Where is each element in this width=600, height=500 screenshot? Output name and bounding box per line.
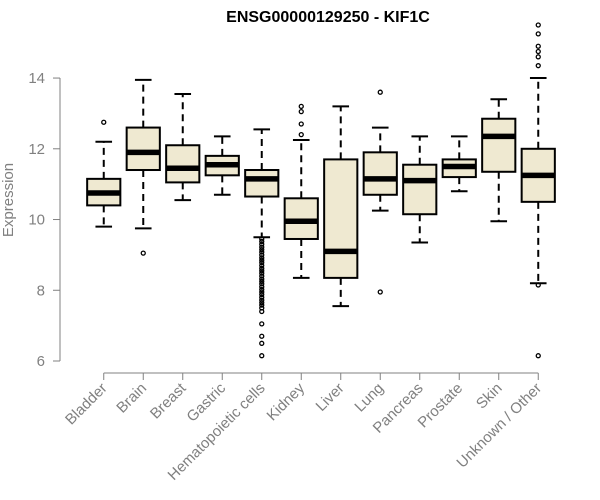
box-rect — [125, 126, 161, 172]
box-gastric — [204, 135, 240, 196]
outlier-point — [259, 276, 265, 282]
boxes-group — [86, 22, 556, 359]
outlier-point — [259, 286, 265, 293]
outlier-point — [259, 291, 265, 298]
outlier-point — [259, 238, 265, 245]
outlier-point — [535, 54, 541, 60]
box-breast — [165, 92, 201, 202]
box-skin — [481, 98, 517, 223]
x-tick-label: Breast — [147, 379, 190, 422]
outlier-point — [377, 89, 383, 95]
outlier-point — [259, 255, 265, 261]
box-unknown-other — [520, 22, 556, 359]
outlier-point — [298, 121, 304, 127]
box-brain — [125, 78, 161, 256]
outlier-point — [259, 302, 265, 308]
box-rect — [165, 144, 201, 184]
y-axis-label: Expression — [0, 163, 17, 237]
outlier-point — [259, 260, 265, 266]
box-rect — [402, 163, 438, 216]
box-bladder — [86, 119, 122, 228]
outlier-point — [535, 282, 541, 288]
outlier-point — [259, 278, 265, 285]
outlier-point — [259, 268, 265, 274]
outlier-point — [101, 119, 107, 125]
outlier-point — [535, 31, 541, 37]
x-tick-label: Lung — [351, 380, 387, 416]
outlier-point — [259, 321, 265, 327]
outlier-point — [259, 257, 265, 263]
outlier-point — [535, 63, 541, 69]
box-rect — [362, 151, 398, 196]
outlier-point — [377, 289, 383, 295]
outlier-point — [259, 333, 265, 339]
y-tick-label: 14 — [28, 70, 45, 87]
outlier-point — [259, 244, 265, 250]
box-lung — [362, 89, 398, 295]
outlier-point — [259, 299, 265, 306]
outlier-point — [298, 131, 304, 138]
box-pancreas — [402, 135, 438, 244]
y-axis: 6 8 10 12 14 — [28, 70, 61, 370]
outlier-point — [259, 297, 265, 303]
outlier-point — [259, 241, 265, 247]
outlier-point — [298, 103, 304, 109]
x-tick-label: Bladder — [62, 380, 111, 429]
outlier-point — [259, 340, 265, 346]
outlier-point — [298, 109, 304, 115]
outlier-point — [259, 284, 265, 290]
x-tick-label: Kidney — [264, 379, 309, 424]
x-tick-label: Liver — [313, 380, 348, 415]
outlier-point — [259, 289, 265, 295]
outlier-point — [259, 281, 265, 287]
x-tick-label: Brain — [113, 380, 150, 417]
chart-title: ENSG00000129250 - KIF1C — [226, 9, 430, 26]
outlier-point — [259, 252, 265, 258]
y-tick-label: 6 — [37, 353, 45, 370]
outlier-point — [259, 236, 265, 242]
outlier-point — [259, 249, 265, 255]
outlier-point — [259, 246, 265, 253]
outlier-point — [259, 294, 265, 300]
box-liver — [323, 105, 359, 308]
box-rect — [323, 158, 359, 279]
outlier-point — [535, 48, 541, 55]
outlier-point — [259, 308, 265, 315]
outlier-point — [259, 270, 265, 276]
outlier-point — [259, 262, 265, 269]
box-prostate — [441, 135, 477, 193]
outlier-point — [259, 353, 265, 359]
box-rect — [244, 169, 280, 198]
outlier-point — [259, 273, 265, 279]
outlier-point — [259, 265, 265, 271]
x-tick-label: Skin — [473, 380, 506, 413]
y-tick-label: 8 — [37, 282, 45, 299]
outlier-point — [140, 250, 146, 256]
box-hematopoietic-cells — [244, 128, 280, 359]
outlier-point — [535, 22, 541, 28]
box-rect — [481, 117, 517, 173]
y-tick-label: 10 — [28, 212, 45, 229]
outlier-point — [535, 43, 541, 49]
y-tick-label: 12 — [28, 141, 45, 158]
box-kidney — [283, 103, 319, 279]
outlier-point — [535, 353, 541, 359]
